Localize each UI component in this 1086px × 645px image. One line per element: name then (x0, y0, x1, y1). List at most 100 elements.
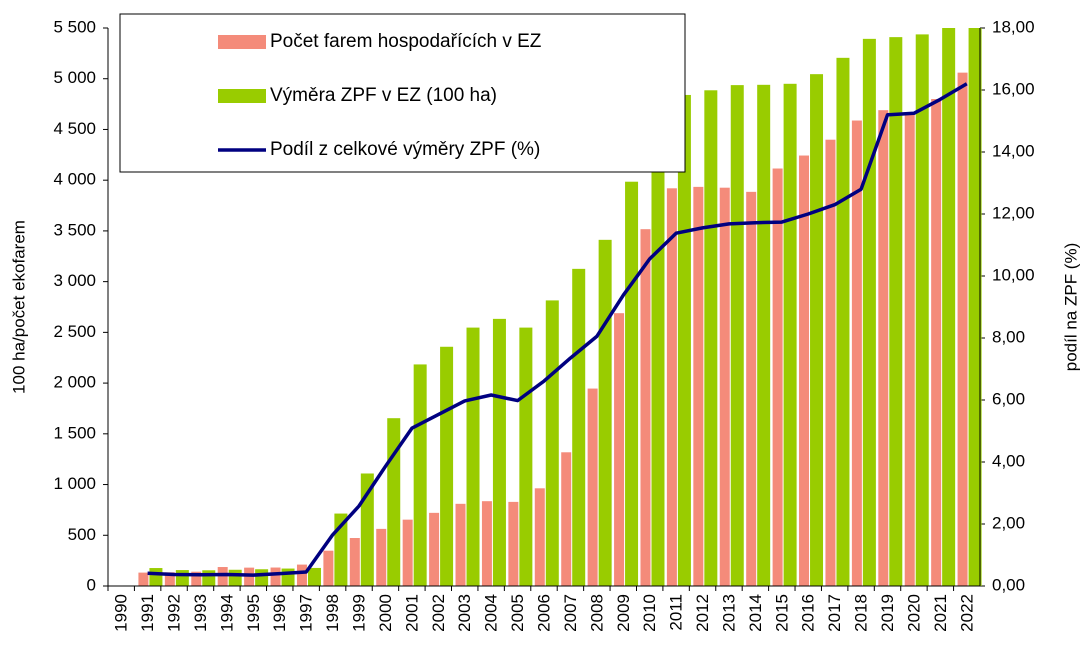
y2-tick-label: 14,00 (992, 141, 1035, 160)
y2-axis-label: podíl na ZPF (%) (1061, 243, 1080, 372)
bar (810, 74, 824, 587)
bar (704, 90, 718, 586)
bar (957, 72, 968, 586)
bar (666, 188, 677, 586)
bar (376, 528, 387, 586)
bar (651, 144, 665, 586)
y2-tick-label: 6,00 (992, 389, 1025, 408)
y-tick-label: 0 (87, 575, 96, 594)
bar (719, 187, 730, 586)
x-tick-label: 1991 (138, 594, 157, 632)
y-tick-label: 4 500 (53, 119, 96, 138)
x-tick-label: 1994 (217, 594, 236, 632)
legend-swatch (218, 89, 266, 103)
bar (625, 181, 639, 586)
bar (508, 501, 519, 586)
bar (255, 569, 269, 586)
bar (175, 570, 189, 586)
x-tick-label: 2008 (587, 594, 606, 632)
bar (307, 567, 321, 586)
x-tick-label: 1998 (323, 594, 342, 632)
y2-tick-label: 0,00 (992, 575, 1025, 594)
bar (561, 452, 572, 586)
bar (402, 519, 413, 586)
bar (387, 418, 401, 586)
x-tick-label: 2009 (614, 594, 633, 632)
bar (825, 139, 836, 586)
bar (138, 572, 149, 586)
x-tick-label: 2022 (957, 594, 976, 632)
x-tick-label: 2019 (878, 594, 897, 632)
bar (730, 85, 744, 587)
y-tick-label: 500 (68, 525, 96, 544)
x-tick-label: 2017 (825, 594, 844, 632)
bar (640, 229, 651, 586)
y2-tick-label: 16,00 (992, 79, 1035, 98)
bar (481, 501, 492, 586)
y-tick-label: 1 500 (53, 423, 96, 442)
bar (904, 112, 915, 586)
bar (746, 191, 757, 586)
x-tick-label: 1990 (112, 594, 131, 632)
x-tick-label: 1997 (297, 594, 316, 632)
bar (534, 488, 545, 586)
bar (889, 37, 903, 586)
bar (799, 155, 810, 586)
y-tick-label: 5 500 (53, 17, 96, 36)
x-tick-label: 2007 (561, 594, 580, 632)
x-tick-label: 1995 (244, 594, 263, 632)
bar (244, 567, 255, 586)
y-tick-label: 4 000 (53, 170, 96, 189)
legend-box (119, 13, 686, 173)
bar (296, 564, 307, 586)
y-tick-label: 3 000 (53, 271, 96, 290)
bar (519, 327, 533, 586)
x-tick-label: 2006 (534, 594, 553, 632)
bar (466, 327, 480, 586)
bar (413, 364, 427, 586)
y2-tick-label: 10,00 (992, 265, 1035, 284)
x-tick-label: 2021 (931, 594, 950, 632)
bar (693, 186, 704, 587)
line (147, 82, 968, 577)
x-tick-label: 2015 (772, 594, 791, 632)
bar (360, 473, 374, 586)
bar (228, 569, 242, 586)
bar (202, 570, 216, 586)
x-tick-label: 2003 (455, 594, 474, 632)
bar (931, 99, 942, 586)
x-tick-label: 2002 (429, 594, 448, 632)
x-tick-label: 1996 (270, 594, 289, 632)
bar (878, 110, 889, 586)
y-tick-label: 5 000 (53, 68, 96, 87)
x-tick-label: 2016 (799, 594, 818, 632)
y-axis-label: 100 ha/počet ekofarem (9, 220, 28, 394)
bar (455, 503, 466, 586)
bar (440, 346, 454, 586)
x-tick-label: 2004 (482, 594, 501, 632)
x-tick-label: 2020 (904, 594, 923, 632)
bar (349, 538, 360, 586)
bar (968, 28, 982, 586)
bar (677, 94, 691, 587)
legend-label: Podíl z celkové výměry ZPF (%) (270, 139, 540, 160)
bar (323, 550, 334, 586)
x-tick-label: 2005 (508, 594, 527, 632)
y-tick-label: 1 000 (53, 474, 96, 493)
bar (429, 512, 440, 586)
bar (149, 568, 163, 586)
bar (915, 34, 929, 586)
x-tick-label: 2018 (852, 594, 871, 632)
x-tick-label: 2013 (719, 594, 738, 632)
legend-swatch (218, 35, 266, 49)
bar (942, 28, 956, 586)
x-tick-label: 1999 (350, 594, 369, 632)
y2-tick-label: 8,00 (992, 327, 1025, 346)
legend-label: Počet farem hospodařících v EZ (270, 31, 542, 52)
bar (492, 318, 506, 586)
x-tick-label: 2001 (402, 594, 421, 632)
bar (572, 268, 586, 586)
x-tick-label: 2011 (667, 594, 686, 631)
bar (614, 313, 625, 586)
x-tick-label: 1993 (191, 594, 210, 632)
